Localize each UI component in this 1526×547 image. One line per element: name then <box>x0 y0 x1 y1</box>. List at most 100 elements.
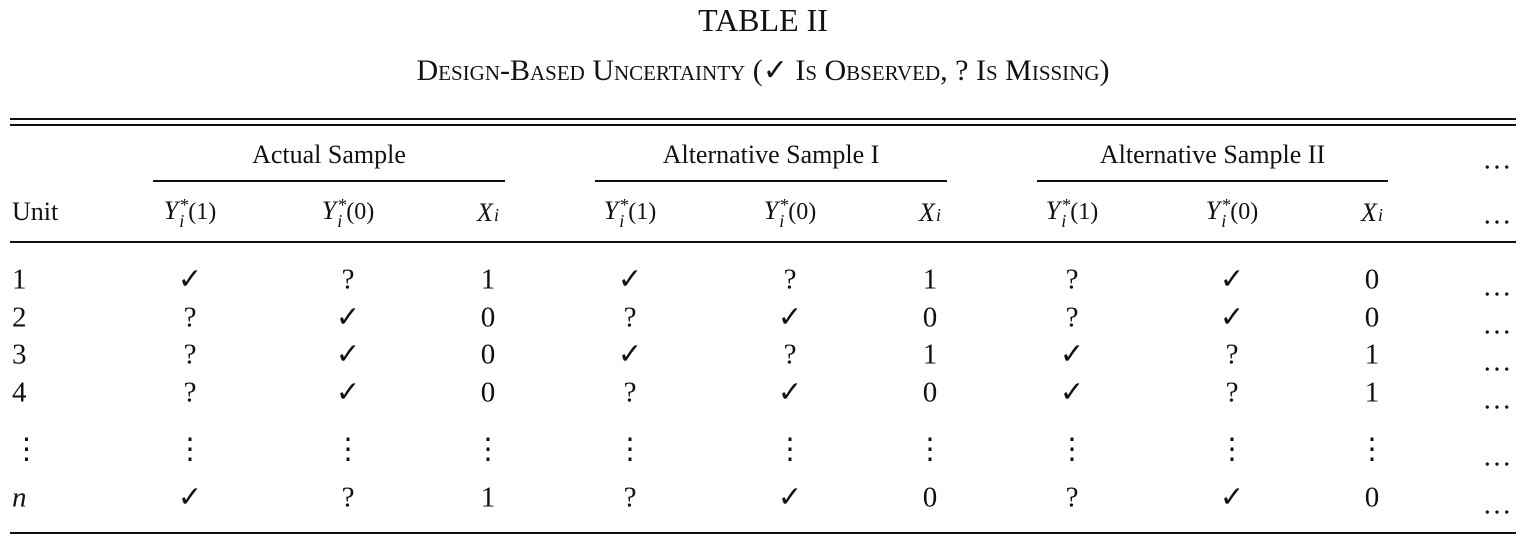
math-base: Y <box>1045 195 1061 225</box>
table-cell: ✓ <box>335 301 361 334</box>
unit-label: 1 <box>12 263 27 296</box>
table-cell: … <box>1482 270 1512 303</box>
table-cell: ✓ <box>335 376 361 409</box>
table-cell: 0 <box>480 338 496 371</box>
unit-label: ⋮ <box>12 433 41 466</box>
table-cell: ⋮ <box>915 433 945 466</box>
math-arg: (0) <box>346 198 375 225</box>
table-cell: ✓ <box>335 338 361 371</box>
table-cell: ? <box>623 481 637 514</box>
unit-label: 2 <box>12 301 27 334</box>
table-cell: 0 <box>1364 481 1380 514</box>
math-sub: i <box>1061 211 1067 231</box>
table-cell: ✓ <box>617 338 643 371</box>
group-underline <box>595 180 947 182</box>
math-sup: * <box>619 194 629 215</box>
table-cell: ⋮ <box>1217 433 1247 466</box>
table-cell: ⋮ <box>1357 433 1387 466</box>
math-arg: (1) <box>188 198 217 225</box>
table-cell: ? <box>623 301 637 334</box>
math-sup: * <box>337 194 347 215</box>
table-cell: ✓ <box>777 376 803 409</box>
math-sub: i <box>779 211 785 231</box>
group-header: Alternative Sample I <box>662 140 880 169</box>
group-header: Alternative Sample II <box>1099 140 1326 169</box>
column-header: Unit <box>12 197 59 226</box>
math-scripts: * i <box>619 194 629 230</box>
math-scripts: i <box>935 204 941 225</box>
group-underline <box>1037 180 1388 182</box>
math-sub: i <box>179 211 185 231</box>
table-cell: 1 <box>480 481 496 514</box>
table-cell: ? <box>1225 376 1239 409</box>
table-cell: 1 <box>922 263 938 296</box>
math-scripts: * i <box>179 196 188 231</box>
table-cell: ✓ <box>777 301 803 334</box>
math-base: X <box>1361 198 1377 227</box>
math-scripts: * i <box>1061 196 1070 231</box>
table-cell: ✓ <box>1059 338 1085 371</box>
column-header: Y * i (1) <box>1045 195 1099 231</box>
unit-label: n <box>12 481 27 514</box>
table-cell: ✓ <box>1219 481 1245 514</box>
table-cell: 1 <box>922 338 938 371</box>
math-base: Y <box>163 195 179 225</box>
column-header: Y * i (1) <box>163 195 217 231</box>
column-header: X i <box>919 200 941 226</box>
group-header: … <box>1482 143 1512 176</box>
column-header: Y * i (0) <box>322 194 375 230</box>
table-cell: 0 <box>1364 263 1380 296</box>
group-underline <box>153 180 505 182</box>
column-header: X i <box>1361 200 1383 226</box>
header-rule <box>10 241 1516 243</box>
top-rule <box>10 118 1516 120</box>
math-sub: i <box>493 204 499 225</box>
math-scripts: i <box>493 204 499 225</box>
math-base: X <box>477 198 493 227</box>
math-base: Y <box>603 195 619 225</box>
math-scripts: * i <box>1221 194 1231 231</box>
group-header: Actual Sample <box>252 140 406 169</box>
table-subtitle: Design-Based Uncertainty (✓ Is Observed,… <box>416 54 1110 87</box>
math-sub: i <box>1221 211 1227 231</box>
table-cell: ⋮ <box>175 433 205 466</box>
column-header: Y * i (1) <box>603 194 656 230</box>
table-cell: 1 <box>1364 376 1380 409</box>
table-cell: … <box>1482 440 1512 473</box>
table-cell: ⋮ <box>473 433 503 466</box>
table-cell: ✓ <box>1219 301 1245 334</box>
table-cell: … <box>1482 308 1512 341</box>
bottom-rule <box>10 532 1516 534</box>
table-cell: ✓ <box>617 263 643 296</box>
table-cell: 0 <box>922 481 938 514</box>
table-cell: ✓ <box>777 481 803 514</box>
math-scripts: * i <box>779 194 789 231</box>
math-arg: (0) <box>788 198 817 225</box>
table-cell: 0 <box>922 301 938 334</box>
table-cell: ⋮ <box>615 433 645 466</box>
math-arg: (1) <box>1070 198 1099 225</box>
table-cell: ? <box>183 301 197 334</box>
math-sup: * <box>779 194 789 215</box>
table-title: TABLE II <box>698 2 828 38</box>
table-cell: … <box>1482 345 1512 378</box>
table-cell: ? <box>623 376 637 409</box>
column-header: Y * i (0) <box>764 194 817 231</box>
table-cell: ? <box>1065 301 1079 334</box>
table-cell: … <box>1482 488 1512 521</box>
column-header: … <box>1482 198 1512 231</box>
table-cell: ✓ <box>177 263 203 296</box>
unit-label: 4 <box>12 376 27 409</box>
table-cell: ? <box>783 338 797 371</box>
math-sub: i <box>935 204 941 225</box>
table-cell: 0 <box>480 376 496 409</box>
table-cell: ✓ <box>177 481 203 514</box>
table-cell: … <box>1482 383 1512 416</box>
math-sup: * <box>1221 194 1231 215</box>
table-cell: 1 <box>1364 338 1380 371</box>
table-cell: ⋮ <box>775 433 805 466</box>
table-cell: 0 <box>1364 301 1380 334</box>
table-cell: ⋮ <box>1057 433 1087 466</box>
table-cell: ✓ <box>1219 263 1245 296</box>
math-base: Y <box>1205 195 1221 225</box>
